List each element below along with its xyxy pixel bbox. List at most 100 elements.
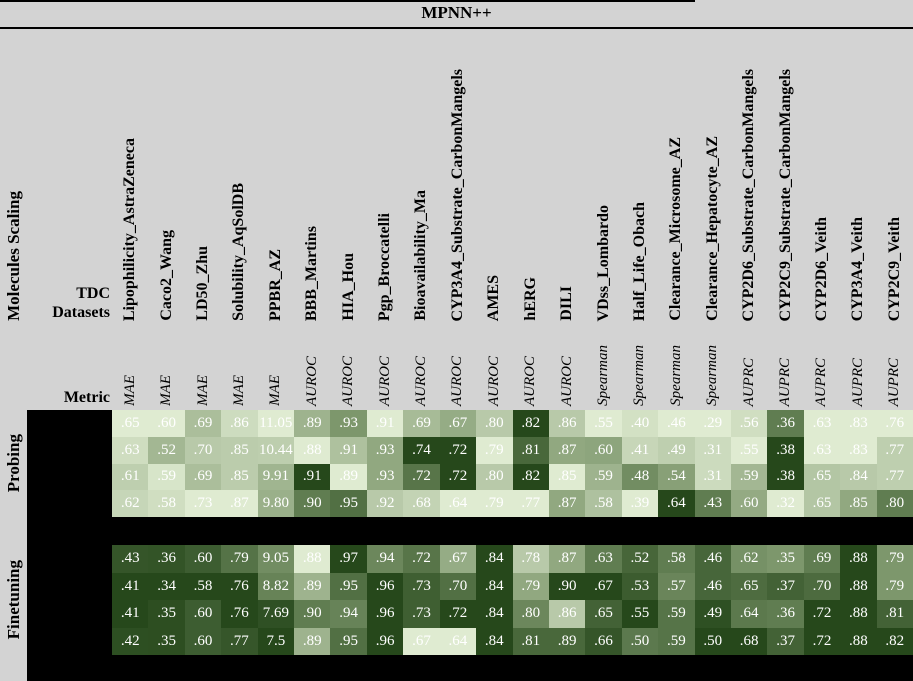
metric-label-HIA_Hou: AUROC — [330, 325, 366, 406]
metric-label-text: Spearman — [595, 345, 612, 406]
heatmap-cell-finetuning-r2-BBB_Martins: .89 — [294, 572, 331, 600]
heatmap-cell-probing-r4-VDss_Lombardo: .58 — [585, 490, 622, 517]
heatmap-cell-finetuning-r3-Bioavailability_Ma: .73 — [403, 600, 440, 628]
metric-label-text: MAE — [267, 375, 284, 406]
heatmap-cell-probing-r2-CYP3A4_Substrate_CarbonMangels: .72 — [439, 436, 477, 464]
metric-label-Solubility_AqSolDB: MAE — [221, 325, 257, 406]
column-header-text: AMES — [485, 274, 503, 321]
metric-label-text: MAE — [121, 375, 138, 406]
heatmap-cell-finetuning-r4-BBB_Martins: .89 — [294, 627, 331, 655]
column-header-Bioavailability_Ma: Bioavailability_Ma — [403, 31, 439, 321]
column-header-text: Lipophilicity_AstraZeneca — [121, 137, 139, 321]
heatmap-cell-finetuning-r3-CYP2C9_Veith: .81 — [876, 600, 913, 628]
heatmap-cell-probing-r1-Caco2_Wang: .60 — [148, 410, 185, 437]
heatmap-cell-finetuning-r3-LD50_Zhu: .60 — [184, 600, 222, 628]
heatmap-cell-finetuning-r3-Pgp_Broccatelli: .96 — [366, 600, 404, 628]
heatmap-cell-probing-r3-LD50_Zhu: .69 — [184, 463, 222, 491]
heatmap-cell-finetuning-r3-Solubility_AqSolDB: .76 — [221, 600, 258, 628]
heatmap-cell-probing-r2-AMES: .79 — [476, 436, 513, 464]
datasets-header-line2: Datasets — [52, 304, 110, 321]
heatmap-cell-probing-r4-Bioavailability_Ma: .68 — [403, 490, 440, 517]
row-group-label-finetuning: Finetuning — [0, 545, 27, 655]
heatmap-cell-probing-r3-Solubility_AqSolDB: .85 — [221, 463, 258, 491]
column-header-text: DILI — [558, 286, 576, 321]
heatmap-cell-probing-r1-Lipophilicity_AstraZeneca: .65 — [112, 410, 149, 437]
metric-label-PPBR_AZ: MAE — [258, 325, 294, 406]
heatmap-cell-probing-r2-Bioavailability_Ma: .74 — [403, 436, 440, 464]
heatmap-cell-finetuning-r1-CYP2C9_Veith: .79 — [876, 545, 913, 573]
heatmap-cell-finetuning-r1-hERG: .78 — [512, 545, 549, 573]
heatmap-cell-probing-r4-CYP2C9_Substrate_CarbonMangels: .32 — [767, 490, 804, 517]
column-header-text: Pgp_Broccatelli — [376, 212, 394, 321]
heatmap-cell-finetuning-r3-HIA_Hou: .94 — [330, 600, 367, 628]
column-header-BBB_Martins: BBB_Martins — [294, 31, 330, 321]
heatmap-cell-finetuning-r2-HIA_Hou: .95 — [330, 572, 367, 600]
heatmap-cell-finetuning-r2-CYP2D6_Veith: .70 — [803, 572, 841, 600]
heatmap-cell-finetuning-r1-CYP2C9_Substrate_CarbonMangels: .35 — [767, 545, 804, 573]
column-header-Solubility_AqSolDB: Solubility_AqSolDB — [221, 31, 257, 321]
heatmap-cell-finetuning-r2-Clearance_Microsome_AZ: .57 — [658, 572, 695, 600]
column-header-text: HIA_Hou — [339, 253, 357, 321]
column-header-text: CYP2C9_Veith — [885, 216, 903, 321]
heatmap-cell-finetuning-r4-CYP2C9_Substrate_CarbonMangels: .37 — [767, 627, 804, 655]
heatmap-cell-probing-r2-CYP3A4_Veith: .83 — [840, 436, 877, 464]
heatmap-cell-probing-r4-Clearance_Hepatocyte_AZ: .43 — [694, 490, 731, 517]
metric-label-text: AUROC — [303, 356, 320, 406]
heatmap-cell-finetuning-r3-DILI: .86 — [548, 600, 586, 628]
heatmap-cell-probing-r4-Clearance_Microsome_AZ: .64 — [658, 490, 695, 517]
heatmap-cell-probing-r2-DILI: .87 — [548, 436, 586, 464]
heatmap-cell-finetuning-r3-Caco2_Wang: .35 — [148, 600, 185, 628]
heatmap-cell-probing-r3-Caco2_Wang: .59 — [148, 463, 185, 491]
heatmap-cell-probing-r2-CYP2C9_Substrate_CarbonMangels: .38 — [767, 436, 804, 464]
column-header-CYP3A4_Veith: CYP3A4_Veith — [840, 31, 876, 321]
heatmap-cell-probing-r1-CYP2C9_Substrate_CarbonMangels: .36 — [767, 410, 804, 437]
heatmap-cell-probing-r4-CYP2D6_Substrate_CarbonMangels: .60 — [730, 490, 768, 517]
heatmap-cell-probing-r3-Lipophilicity_AstraZeneca: .61 — [112, 463, 149, 491]
heatmap-cell-finetuning-r2-VDss_Lombardo: .67 — [585, 572, 622, 600]
metric-label-CYP3A4_Veith: AUPRC — [840, 325, 876, 406]
heatmap-cell-finetuning-r2-CYP2C9_Substrate_CarbonMangels: .37 — [767, 572, 804, 600]
heatmap-cell-probing-r2-Lipophilicity_AstraZeneca: .63 — [112, 436, 149, 464]
heatmap-cell-probing-r1-CYP3A4_Substrate_CarbonMangels: .67 — [439, 410, 477, 437]
heatmap-cell-finetuning-r4-CYP2D6_Substrate_CarbonMangels: .68 — [730, 627, 768, 655]
column-header-text: Caco2_Wang — [157, 230, 175, 321]
metric-label-text: Spearman — [631, 345, 648, 406]
column-header-text: CYP3A4_Veith — [849, 216, 867, 321]
heatmap-cell-probing-r4-CYP2D6_Veith: .65 — [803, 490, 841, 517]
column-header-text: Clearance_Microsome_AZ — [667, 137, 685, 321]
metric-label-Clearance_Microsome_AZ: Spearman — [658, 325, 694, 406]
heatmap-cell-probing-r1-CYP2C9_Veith: .76 — [876, 410, 913, 437]
metric-label-text: Spearman — [667, 345, 684, 406]
heatmap-cell-finetuning-r4-Bioavailability_Ma: .67 — [403, 627, 440, 655]
heatmap-cell-finetuning-r1-LD50_Zhu: .60 — [184, 545, 222, 573]
heatmap-cell-finetuning-r1-CYP3A4_Veith: .88 — [840, 545, 877, 573]
heatmap-cell-probing-r4-Pgp_Broccatelli: .92 — [366, 490, 404, 517]
heatmap-cell-finetuning-r1-Solubility_AqSolDB: .79 — [221, 545, 258, 573]
metric-label-Clearance_Hepatocyte_AZ: Spearman — [695, 325, 731, 406]
heatmap-cell-probing-r2-Solubility_AqSolDB: .85 — [221, 436, 258, 464]
column-header-CYP2C9_Substrate_CarbonMangels: CYP2C9_Substrate_CarbonMangels — [767, 31, 803, 321]
heatmap-cell-probing-r3-Pgp_Broccatelli: .93 — [366, 463, 404, 491]
column-header-CYP3A4_Substrate_CarbonMangels: CYP3A4_Substrate_CarbonMangels — [440, 31, 476, 321]
row-group-label-finetuning-text: Finetuning — [3, 560, 23, 640]
heatmap-cell-probing-r1-Solubility_AqSolDB: .86 — [221, 410, 258, 437]
heatmap-cell-probing-r3-PPBR_AZ: 9.91 — [257, 463, 295, 491]
heatmap-cell-finetuning-r1-Bioavailability_Ma: .72 — [403, 545, 440, 573]
column-header-text: Solubility_AqSolDB — [230, 183, 248, 321]
heatmap-cell-finetuning-r2-Bioavailability_Ma: .73 — [403, 572, 440, 600]
heatmap-cell-probing-r1-DILI: .86 — [548, 410, 586, 437]
metric-label-text: AUPRC — [777, 357, 794, 406]
heatmap-cell-finetuning-r1-Clearance_Hepatocyte_AZ: .46 — [694, 545, 731, 573]
heatmap-cell-probing-r4-BBB_Martins: .90 — [294, 490, 331, 517]
column-header-text: VDss_Lombardo — [594, 204, 612, 321]
heatmap-cell-finetuning-r2-Caco2_Wang: .34 — [148, 572, 185, 600]
heatmap-cell-probing-r1-CYP2D6_Veith: .63 — [803, 410, 841, 437]
metric-label-text: AUROC — [376, 356, 393, 406]
column-header-CYP2C9_Veith: CYP2C9_Veith — [877, 31, 913, 321]
heatmap-cell-finetuning-r1-VDss_Lombardo: .63 — [585, 545, 622, 573]
metric-label-Pgp_Broccatelli: AUROC — [367, 325, 403, 406]
datasets-header: TDC Datasets — [0, 284, 110, 322]
heatmap-cell-probing-r3-HIA_Hou: .89 — [330, 463, 367, 491]
heatmap-cell-probing-r1-HIA_Hou: .93 — [330, 410, 367, 437]
heatmap-cell-finetuning-r2-DILI: .90 — [548, 572, 586, 600]
